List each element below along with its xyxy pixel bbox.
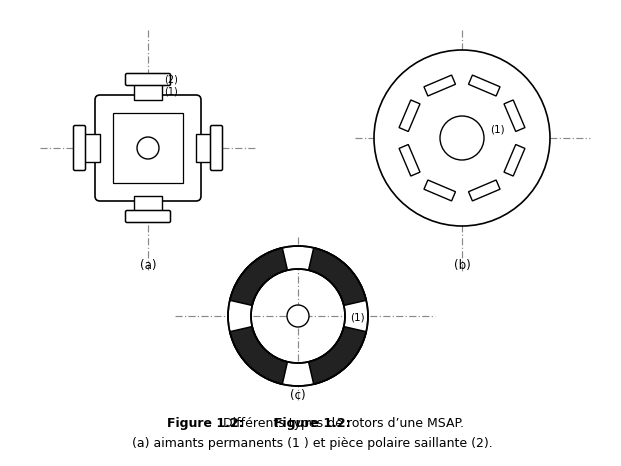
FancyBboxPatch shape (125, 211, 171, 222)
Text: (1): (1) (164, 87, 178, 97)
Wedge shape (309, 248, 366, 305)
Text: (2): (2) (164, 75, 178, 85)
Bar (134, 196, 162, 212)
Circle shape (440, 116, 484, 160)
Bar (113, 113, 183, 183)
Wedge shape (230, 327, 288, 384)
Circle shape (287, 305, 309, 327)
Wedge shape (228, 246, 368, 386)
Polygon shape (424, 180, 455, 201)
Text: (1): (1) (490, 125, 505, 135)
FancyBboxPatch shape (125, 74, 171, 85)
Bar (196, 134, 212, 162)
Polygon shape (504, 144, 525, 176)
FancyBboxPatch shape (95, 95, 201, 201)
FancyBboxPatch shape (211, 125, 222, 171)
Polygon shape (468, 180, 500, 201)
FancyBboxPatch shape (73, 125, 86, 171)
Polygon shape (399, 144, 420, 176)
Text: Figure 1.2:: Figure 1.2: (274, 417, 350, 430)
Wedge shape (230, 248, 288, 305)
Text: (c): (c) (290, 389, 306, 402)
Text: (1): (1) (350, 313, 365, 323)
Polygon shape (468, 75, 500, 96)
Bar (84, 134, 100, 162)
Polygon shape (399, 100, 420, 131)
Text: Figure 1.2:: Figure 1.2: (167, 417, 243, 430)
Text: (a): (a) (140, 259, 156, 272)
Wedge shape (309, 327, 366, 384)
Text: (b): (b) (453, 259, 470, 272)
Circle shape (374, 50, 550, 226)
Circle shape (137, 137, 159, 159)
Text: (a) aimants permanents (1 ) et pièce polaire saillante (2).: (a) aimants permanents (1 ) et pièce pol… (132, 437, 492, 450)
Bar (134, 84, 162, 100)
Polygon shape (424, 75, 455, 96)
Polygon shape (504, 100, 525, 131)
Text: Différents types de rotors d’une MSAP.: Différents types de rotors d’une MSAP. (219, 417, 464, 430)
